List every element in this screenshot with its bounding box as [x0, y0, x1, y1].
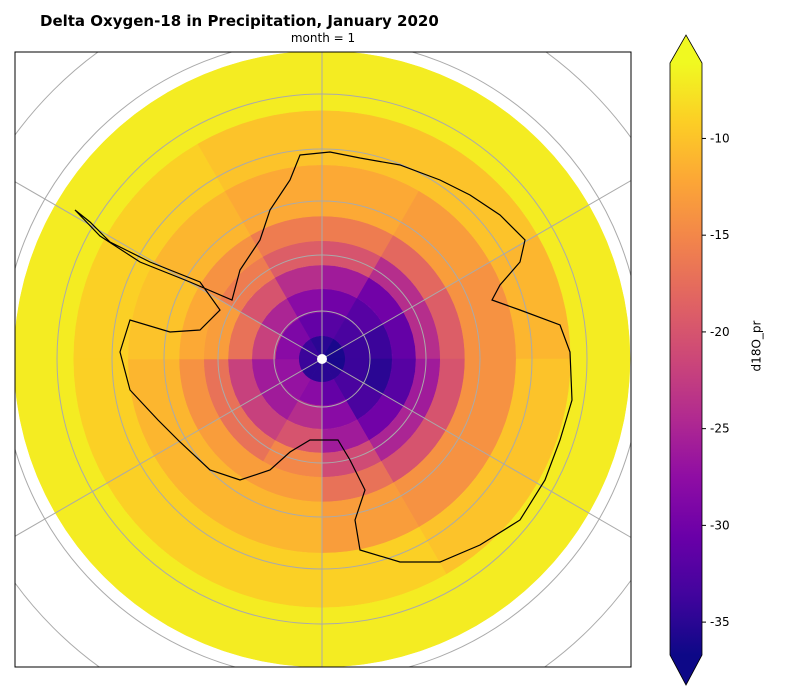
graticule-meridian	[15, 181, 323, 360]
pole-marker	[317, 354, 327, 364]
colorbar: -35 -30 -25 -20 -15 -10	[669, 34, 730, 686]
colorbar-tick-label: -20	[710, 325, 730, 339]
colorbar-tick-label: -25	[710, 422, 730, 436]
colorbar-tick-label: -30	[710, 518, 730, 532]
map-frame	[14, 51, 632, 668]
graticule	[15, 52, 631, 667]
colorbar-gradient	[670, 63, 702, 655]
colorbar-label: d18O_pr	[750, 320, 764, 371]
colorbar-extend-top	[670, 35, 702, 63]
subtitle: month = 1	[291, 31, 355, 45]
colorbar-tick-label: -15	[710, 228, 730, 242]
title: Delta Oxygen-18 in Precipitation, Januar…	[40, 12, 439, 30]
colorbar-tick-label: -10	[710, 131, 730, 145]
colorbar-outline	[669, 34, 703, 686]
colorbar-extend-bottom	[670, 655, 702, 685]
graticule-meridian	[321, 180, 631, 360]
colorbar-tick-label: -35	[710, 615, 730, 629]
coastline	[74, 151, 573, 563]
graticule-meridian	[321, 358, 631, 538]
graticule-meridian	[15, 358, 323, 537]
